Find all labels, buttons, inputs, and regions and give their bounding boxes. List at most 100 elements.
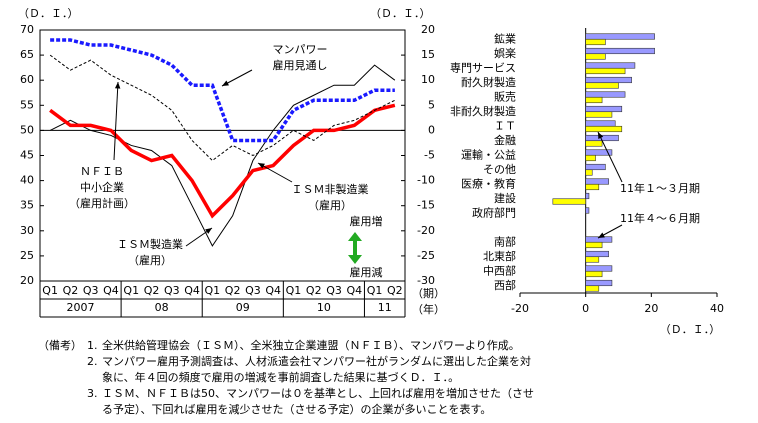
y-axis-title: （Ｄ．Ｉ．） [18,7,79,20]
note-text: マンパワー雇用予測調査は、人材派遣会社マンパワー社がランダムに選出した企業を対 [102,354,531,368]
category-label: 専門サービス [450,61,516,74]
pointer-head [598,132,604,139]
year-label: 11 [378,301,392,314]
year-label: 2007 [67,301,95,314]
annotation: 雇用減 [350,265,383,279]
series-label: ＩＳＭ製造業（雇用） [117,237,183,267]
x-tick-label: 40 [710,302,724,315]
category-label: 政府部門 [472,205,516,219]
y2-tick-label: 20 [421,23,435,36]
bar [585,270,603,278]
y-tick-label: 20 [20,274,34,287]
x-tick-label: Q1 [367,284,383,297]
up-down-arrow [348,232,362,264]
category-label: 鉱業 [494,31,516,45]
category-label: 運輸・公益 [461,147,516,161]
x-tick-label: Q4 [103,284,119,297]
category-label: 販売 [494,90,516,103]
y-tick-label: 70 [20,23,34,36]
note-text: ＩＳＭ、ＮＦＩＢは50、マンパワーは０を基準とし、上回れば雇用を増加させた（させ [102,386,534,400]
x-tick-label: Q4 [265,284,281,297]
y-tick-label: 60 [20,73,34,86]
y2-tick-label: -10 [417,174,435,187]
y-tick-label: 55 [20,98,34,111]
bar [585,250,609,258]
bar [585,265,613,272]
series-line [50,38,395,143]
series-label: ＩＳＭ非製造業（雇用） [292,182,369,212]
bar [585,47,655,55]
annotation: 雇用増 [350,214,383,228]
y2-tick-label: -15 [417,199,435,212]
x-tick-label: Q4 [346,284,362,297]
x-tick-label: Q2 [306,284,322,297]
category-label: 娯楽 [494,46,516,60]
year-label: 08 [155,301,169,314]
bar [585,96,603,104]
category-label: 北東部 [483,249,516,263]
category-label: 中西部 [483,263,516,277]
pointer-head [114,82,121,89]
x-axis-title: （期） [412,287,445,300]
category-label: 金融 [494,133,516,147]
bar [585,105,623,113]
y2-tick-label: -20 [417,224,435,237]
note-number: 3. [87,387,98,400]
y-tick-label: 30 [20,224,34,237]
note-text: 全米供給管理協会（ＩＳＭ）、全米独立企業連盟（ＮＦＩＢ）、マンパワーより作成。 [102,338,520,352]
bar [585,279,613,287]
note-text: る予定）、下回れば雇用を減少させた（させる予定）の企業が多いことを表す。 [102,402,491,416]
series-line [49,64,396,247]
group-axis-title: （年） [412,302,445,316]
y2-tick-label: 10 [421,73,435,86]
y2-tick-label: -30 [417,274,435,287]
bar [585,178,609,185]
bar [585,62,636,69]
legend-label: 11年１～３月期 [620,181,700,195]
legend-label: 11年４～６月期 [620,211,700,225]
year-label: 09 [236,301,250,314]
series-label: ＮＦＩＢ中小企業（雇用計画） [69,165,135,210]
x-tick-label: Q3 [164,284,180,297]
y-tick-label: 65 [20,48,34,61]
category-label: 建設 [494,191,516,205]
x-tick-label: Q2 [63,284,79,297]
pointer-head [222,80,229,86]
y2-tick-label: 15 [421,48,435,61]
y2-axis-title: （Ｄ．Ｉ．） [370,7,431,20]
bar [585,192,590,200]
bar [585,169,593,176]
bar [585,285,600,292]
bar [585,183,600,191]
bar [585,76,632,84]
category-label: 非耐久財製造 [450,104,516,118]
pointer [113,81,119,161]
category-label: ＩＴ [494,119,516,132]
x-tick-label: Q4 [184,284,200,297]
bar [585,67,626,75]
bar [585,163,606,171]
category-label: 耐久財製造 [461,75,516,89]
bar [585,154,596,162]
series-label: マンパワー雇用見通し [273,43,328,72]
x-axis-title: （Ｄ．Ｉ．） [660,323,721,336]
y2-tick-label: 5 [428,98,435,111]
note-number: 2. [87,355,98,368]
note-text: 象に、年４回の頻度で雇用の増減を事前調査した結果に基づくＤ．Ｉ．。 [102,370,459,384]
plot-frame [39,29,406,282]
pointer-head [258,163,265,169]
bar [585,207,590,214]
x-tick-label: Q1 [123,284,139,297]
bar [552,198,586,205]
bar [585,120,616,127]
series-line [49,54,396,162]
note-number: 1. [87,339,98,352]
notes-label: （備考） [38,339,82,352]
x-tick-label: 20 [644,302,658,315]
bar [585,38,606,46]
y-tick-label: 25 [20,249,34,262]
bar [585,140,603,147]
bar [585,241,603,249]
y2-tick-label: -5 [424,149,435,162]
year-label: 10 [317,301,331,314]
